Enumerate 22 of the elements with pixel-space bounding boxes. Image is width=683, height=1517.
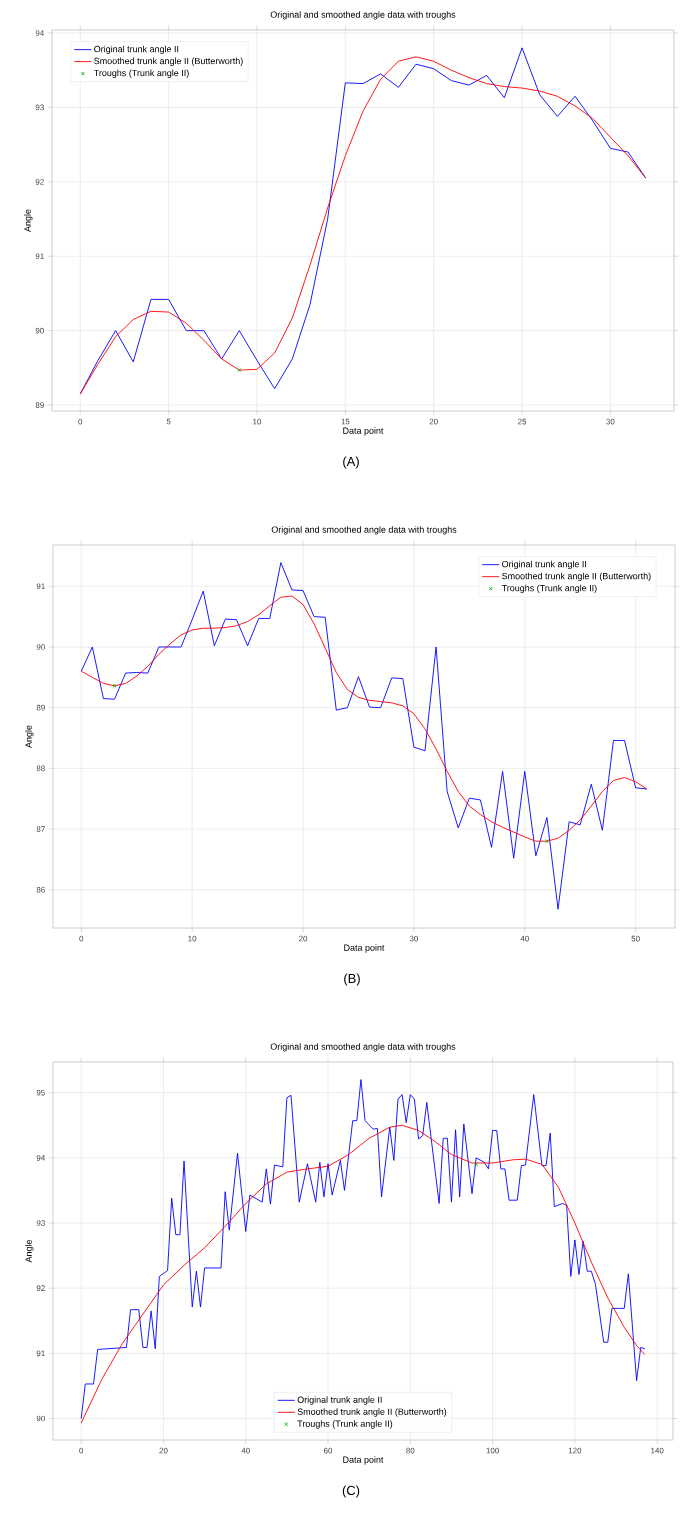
text: (B) <box>344 973 360 986</box>
chart-title: Original and smoothed angle data with troughs <box>270 1043 456 1052</box>
legend-label: Smoothed trunk angle II (Butterworth) <box>297 1408 447 1417</box>
legend-label: Troughs (Trunk angle II) <box>297 1420 393 1429</box>
x-axis-title: Data point <box>343 427 384 436</box>
legend-label: Troughs (Trunk angle II) <box>501 584 597 593</box>
legend-label: Original trunk angle II <box>297 1396 382 1405</box>
legend-label: Troughs (Trunk angle II) <box>93 69 189 78</box>
x-axis-title: Data point <box>344 944 385 953</box>
text: (A) <box>343 456 359 469</box>
chart-title: Original and smoothed angle data with troughs <box>271 526 457 535</box>
y-axis-title: Angle <box>24 209 33 232</box>
line-series <box>80 595 648 842</box>
legend-label: Original trunk angle II <box>502 560 587 570</box>
legend-label: Original trunk angle II <box>94 45 179 54</box>
legend-label: Smoothed trunk angle II (Butterworth) <box>94 57 243 66</box>
x-axis-title: Data point <box>343 1456 384 1465</box>
y-axis-title: Angle <box>25 725 34 748</box>
chart-title: Original and smoothed angle data with troughs <box>270 11 456 20</box>
legend-label: Smoothed trunk angle II (Butterworth) <box>502 572 651 582</box>
y-axis-title: Angle <box>25 1239 34 1263</box>
text: (C) <box>342 1485 360 1498</box>
